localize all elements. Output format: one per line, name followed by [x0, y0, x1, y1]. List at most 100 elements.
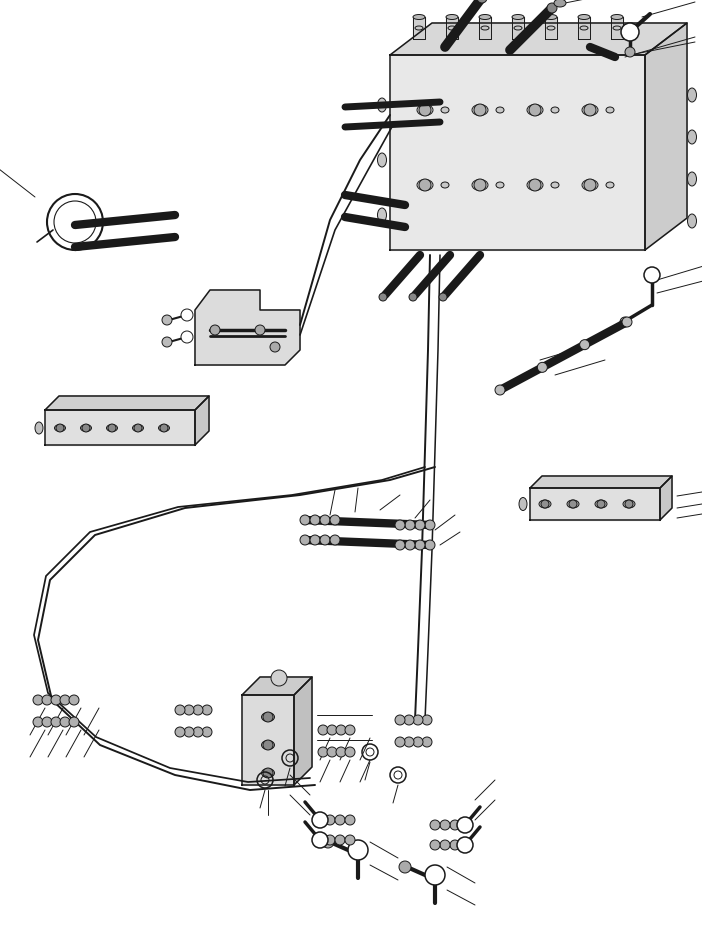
- Circle shape: [325, 815, 335, 825]
- Ellipse shape: [582, 180, 598, 190]
- Ellipse shape: [527, 104, 543, 116]
- Circle shape: [42, 695, 52, 705]
- Circle shape: [474, 104, 486, 116]
- Circle shape: [322, 836, 334, 848]
- Ellipse shape: [545, 14, 557, 20]
- Polygon shape: [45, 410, 195, 445]
- Circle shape: [325, 835, 335, 845]
- Circle shape: [395, 737, 405, 747]
- Circle shape: [537, 363, 548, 372]
- Ellipse shape: [547, 26, 555, 30]
- Circle shape: [335, 815, 345, 825]
- Circle shape: [474, 179, 486, 191]
- Circle shape: [413, 715, 423, 725]
- Ellipse shape: [539, 500, 551, 508]
- Circle shape: [620, 317, 630, 327]
- Circle shape: [415, 520, 425, 530]
- Ellipse shape: [496, 182, 504, 188]
- Circle shape: [184, 705, 194, 715]
- Circle shape: [184, 727, 194, 737]
- Circle shape: [625, 500, 633, 508]
- Polygon shape: [611, 17, 623, 39]
- Ellipse shape: [448, 26, 456, 30]
- Circle shape: [134, 424, 142, 432]
- Circle shape: [450, 820, 460, 830]
- Circle shape: [379, 293, 387, 301]
- Circle shape: [425, 865, 445, 885]
- Ellipse shape: [554, 0, 566, 7]
- Circle shape: [584, 179, 596, 191]
- Circle shape: [457, 817, 473, 833]
- Ellipse shape: [446, 14, 458, 20]
- Circle shape: [33, 717, 43, 727]
- Polygon shape: [195, 290, 300, 365]
- Circle shape: [255, 325, 265, 335]
- Circle shape: [430, 840, 440, 850]
- Polygon shape: [512, 17, 524, 39]
- Ellipse shape: [687, 172, 696, 186]
- Polygon shape: [545, 17, 557, 39]
- Ellipse shape: [472, 104, 488, 116]
- Ellipse shape: [613, 26, 621, 30]
- Circle shape: [300, 515, 310, 525]
- Ellipse shape: [606, 182, 614, 188]
- Ellipse shape: [262, 769, 274, 777]
- Circle shape: [271, 670, 287, 686]
- Circle shape: [263, 768, 273, 778]
- Polygon shape: [479, 17, 491, 39]
- Circle shape: [51, 695, 61, 705]
- Circle shape: [345, 815, 355, 825]
- Circle shape: [318, 725, 328, 735]
- Circle shape: [395, 540, 405, 550]
- Polygon shape: [446, 17, 458, 39]
- Circle shape: [312, 832, 328, 848]
- Ellipse shape: [479, 14, 491, 20]
- Polygon shape: [645, 23, 687, 250]
- Circle shape: [300, 535, 310, 545]
- Ellipse shape: [481, 26, 489, 30]
- Circle shape: [181, 309, 193, 321]
- Polygon shape: [390, 23, 687, 55]
- Circle shape: [529, 179, 541, 191]
- Circle shape: [541, 500, 549, 508]
- Ellipse shape: [417, 180, 433, 190]
- Circle shape: [404, 737, 414, 747]
- Circle shape: [263, 740, 273, 750]
- Circle shape: [108, 424, 116, 432]
- Circle shape: [529, 104, 541, 116]
- Ellipse shape: [578, 14, 590, 20]
- Circle shape: [162, 337, 172, 347]
- Ellipse shape: [159, 424, 169, 432]
- Ellipse shape: [687, 88, 696, 102]
- Ellipse shape: [133, 424, 143, 432]
- Circle shape: [320, 515, 330, 525]
- Ellipse shape: [378, 153, 387, 167]
- Circle shape: [584, 104, 596, 116]
- Circle shape: [399, 861, 411, 873]
- Circle shape: [345, 747, 355, 757]
- Circle shape: [270, 342, 280, 352]
- Circle shape: [193, 705, 203, 715]
- Circle shape: [425, 540, 435, 550]
- Circle shape: [580, 340, 590, 349]
- Circle shape: [51, 717, 61, 727]
- Ellipse shape: [687, 130, 696, 144]
- Circle shape: [310, 515, 320, 525]
- Circle shape: [425, 520, 435, 530]
- Circle shape: [413, 737, 423, 747]
- Ellipse shape: [417, 104, 433, 116]
- Circle shape: [450, 840, 460, 850]
- Ellipse shape: [514, 26, 522, 30]
- Ellipse shape: [81, 424, 91, 432]
- Circle shape: [327, 725, 337, 735]
- Ellipse shape: [551, 182, 559, 188]
- Circle shape: [404, 715, 414, 725]
- Polygon shape: [530, 488, 660, 520]
- Circle shape: [348, 840, 368, 860]
- Polygon shape: [242, 695, 294, 785]
- Circle shape: [60, 717, 70, 727]
- Circle shape: [569, 500, 577, 508]
- Circle shape: [625, 47, 635, 57]
- Circle shape: [405, 540, 415, 550]
- Circle shape: [405, 520, 415, 530]
